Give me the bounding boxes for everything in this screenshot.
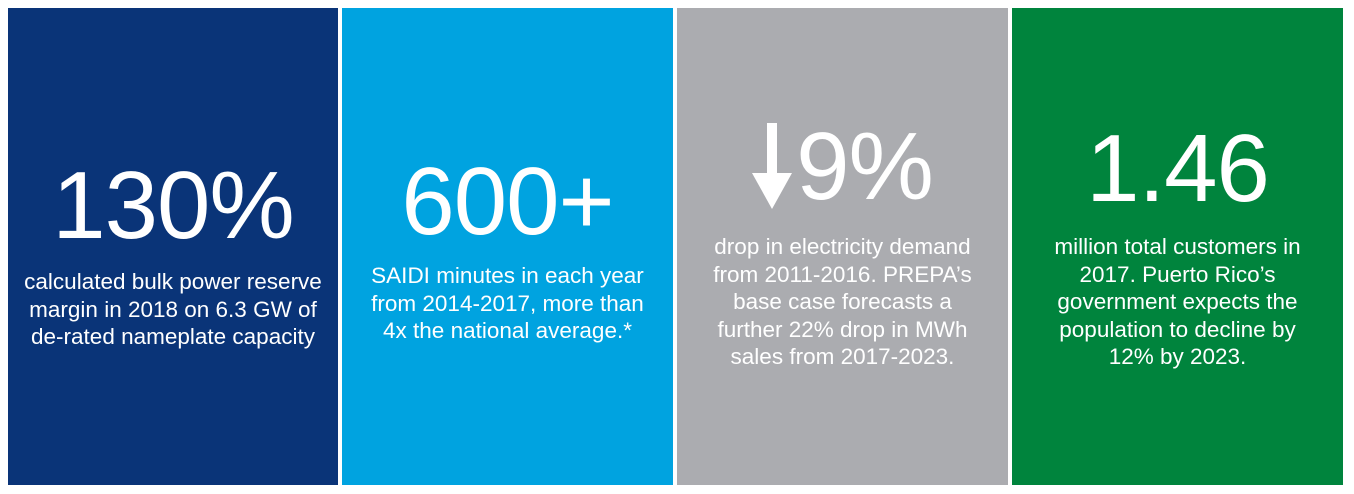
stat-description: SAIDI minutes in each year from 2014-201…: [342, 262, 673, 345]
description-line: population to decline by: [1059, 316, 1296, 342]
description-line: government expects the: [1057, 289, 1298, 314]
stat-panel-customers: 1.46 million total customers in 2017. Pu…: [1012, 8, 1343, 485]
description-line: de-rated nameplate capacity: [31, 324, 315, 349]
description-line: SAIDI minutes in each year: [371, 263, 644, 288]
description-line: drop in electricity demand: [714, 234, 971, 259]
stat-panel-saidi: 600+ SAIDI minutes in each year from 201…: [342, 8, 673, 485]
description-line: 2017. Puerto Rico’s: [1079, 261, 1276, 287]
stat-value: 1.46: [1086, 115, 1270, 222]
stat-value: 9%: [796, 113, 934, 220]
arrow-down-icon: [752, 123, 793, 209]
stat-value: 600+: [401, 148, 614, 255]
stat-description: drop in electricity demand from 2011-201…: [677, 233, 1008, 371]
description-line: from 2014-2017, more than: [371, 290, 644, 316]
description-line: 12% by 2023.: [1108, 344, 1247, 369]
description-line: million total customers in: [1054, 234, 1301, 259]
description-line: further 22% drop in MWh: [717, 316, 968, 342]
description-line: margin in 2018 on 6.3 GW of: [29, 296, 317, 322]
stat-panel-demand-drop: 9% drop in electricity demand from 2011-…: [677, 8, 1008, 485]
description-line: 4x the national average.*: [383, 318, 632, 343]
stat-value: 130%: [52, 152, 295, 259]
stat-description: million total customers in 2017. Puerto …: [1012, 233, 1343, 371]
description-line: calculated bulk power reserve: [24, 269, 322, 294]
description-line: base case forecasts a: [733, 289, 952, 314]
stat-description: calculated bulk power reserve margin in …: [8, 268, 338, 351]
description-line: from 2011-2016. PREPA’s: [713, 261, 972, 287]
stat-value-row: 9%: [677, 119, 1008, 225]
stat-panel-reserve-margin: 130% calculated bulk power reserve margi…: [8, 8, 338, 485]
description-line: sales from 2017-2023.: [730, 344, 955, 369]
